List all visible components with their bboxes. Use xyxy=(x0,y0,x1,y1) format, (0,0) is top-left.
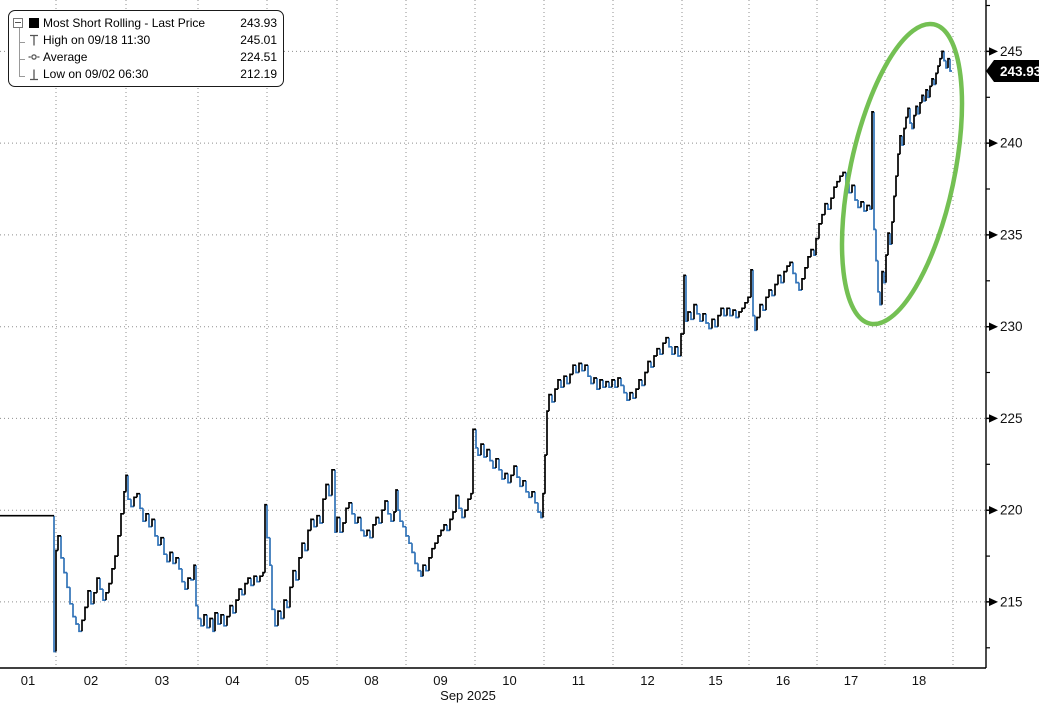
last-price-flag: 243.93 xyxy=(986,60,1039,82)
x-tick-label: 04 xyxy=(225,673,239,688)
y-tick-arrow-icon xyxy=(989,322,998,331)
x-axis-labels: 01 02 03 04 05 08 09 10 11 12 15 16 17 18 Sep 2025 xyxy=(21,673,926,703)
y-tick-label: 225 xyxy=(1000,411,1023,426)
x-tick-label: 03 xyxy=(155,673,169,688)
legend-expander-cell xyxy=(13,14,25,31)
x-tick-label: 11 xyxy=(572,673,586,688)
legend-tree-stub xyxy=(19,76,25,77)
x-axis-title: Sep 2025 xyxy=(440,688,496,703)
y-axis-labels: 215 220 225 230 235 240 245 xyxy=(986,4,1023,649)
x-tick-label: 05 xyxy=(295,673,309,688)
x-tick-label: 15 xyxy=(708,673,722,688)
y-tick-label: 230 xyxy=(1000,319,1023,334)
legend-row-low[interactable]: Low on 09/02 06:30 212.19 xyxy=(13,65,277,82)
y-tick-label: 215 xyxy=(1000,594,1023,609)
tree-expander-icon[interactable] xyxy=(13,17,23,28)
y-tick-arrow-icon xyxy=(989,230,998,240)
legend-series-label: Most Short Rolling - Last Price xyxy=(43,15,206,30)
legend-tree-stub xyxy=(19,42,25,43)
y-tick-arrow-icon xyxy=(989,138,998,148)
price-series xyxy=(0,50,952,653)
x-tick-label: 09 xyxy=(433,673,447,688)
x-tick-label: 16 xyxy=(776,673,790,688)
average-marker-icon xyxy=(25,50,43,64)
x-tick-label: 02 xyxy=(84,673,98,688)
y-tick-arrow-icon xyxy=(989,47,998,56)
legend-row-high[interactable]: High on 09/18 11:30 245.01 xyxy=(13,31,277,48)
legend-tree-stub xyxy=(19,59,25,60)
last-price-flag-text: 243.93 xyxy=(1000,64,1039,79)
high-marker-icon xyxy=(25,33,43,47)
x-tick-label: 18 xyxy=(912,673,926,688)
y-tick-arrow-icon xyxy=(989,414,998,423)
legend-low-value: 212.19 xyxy=(240,66,277,81)
x-tick-label: 08 xyxy=(364,673,378,688)
legend-average-value: 224.51 xyxy=(240,49,277,64)
x-tick-label: 12 xyxy=(640,673,654,688)
series-swatch-icon xyxy=(25,17,43,28)
x-tick-label: 10 xyxy=(502,673,516,688)
y-tick-label: 245 xyxy=(1000,44,1023,59)
y-tick-label: 220 xyxy=(1000,503,1023,518)
legend-low-label: Low on 09/02 06:30 xyxy=(43,66,149,81)
y-tick-arrow-icon xyxy=(989,506,998,515)
legend-row-last-price[interactable]: Most Short Rolling - Last Price 243.93 xyxy=(13,14,277,31)
highlight-ellipse xyxy=(839,21,965,327)
gridlines xyxy=(0,0,986,668)
chart-legend: Most Short Rolling - Last Price 243.93 H… xyxy=(8,10,284,87)
axes xyxy=(0,0,987,669)
low-marker-icon xyxy=(25,67,43,81)
legend-row-average[interactable]: Average 224.51 xyxy=(13,48,277,65)
y-tick-label: 240 xyxy=(1000,136,1023,151)
legend-series-value: 243.93 xyxy=(240,15,277,30)
y-tick-label: 235 xyxy=(1000,227,1023,242)
legend-average-label: Average xyxy=(43,49,88,64)
x-tick-label: 01 xyxy=(21,673,35,688)
legend-high-value: 245.01 xyxy=(240,32,277,47)
price-series-up xyxy=(0,50,950,652)
x-tick-label: 17 xyxy=(844,673,858,688)
price-series-down xyxy=(53,51,952,653)
legend-tree-vline xyxy=(19,25,20,77)
y-tick-arrow-icon xyxy=(989,597,998,607)
legend-high-label: High on 09/18 11:30 xyxy=(43,32,151,47)
